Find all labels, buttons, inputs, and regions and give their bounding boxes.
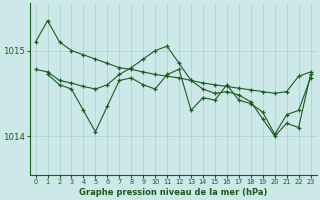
X-axis label: Graphe pression niveau de la mer (hPa): Graphe pression niveau de la mer (hPa) xyxy=(79,188,267,197)
